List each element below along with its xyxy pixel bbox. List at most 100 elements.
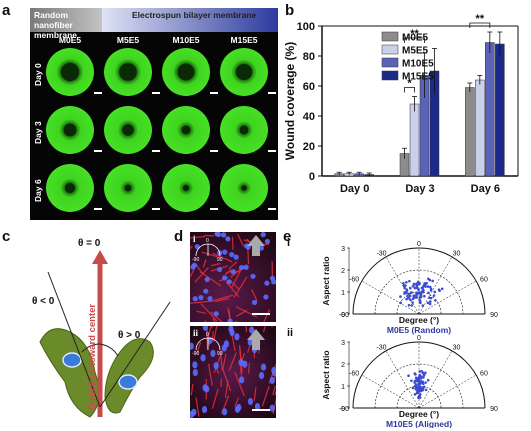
cell-nucleus bbox=[200, 354, 206, 362]
actin-fiber bbox=[235, 306, 258, 318]
angle-arc-left bbox=[81, 343, 101, 353]
polar-point bbox=[407, 292, 411, 296]
radial-tick-label: 2 bbox=[341, 268, 345, 275]
cell-nucleus bbox=[221, 344, 227, 352]
cell-nucleus bbox=[222, 408, 228, 416]
polar-angle-label: -30 bbox=[376, 251, 386, 258]
scale-bar bbox=[268, 208, 276, 210]
wound-image bbox=[162, 164, 210, 212]
cell-nucleus bbox=[221, 275, 228, 281]
cell-nucleus bbox=[190, 264, 196, 270]
polar-point bbox=[402, 282, 405, 285]
polar-point bbox=[421, 304, 425, 307]
polar-point bbox=[424, 381, 427, 384]
actin-fiber bbox=[228, 261, 238, 270]
wound-image bbox=[220, 48, 268, 96]
y-tick-label: 80 bbox=[303, 51, 315, 63]
polar-point bbox=[418, 373, 422, 377]
y-axis-label: Wound coverage (%) bbox=[283, 42, 297, 160]
band-random-line1: Random nanofiber bbox=[34, 10, 73, 30]
cell-nucleus bbox=[202, 326, 208, 332]
polar-xlabel: Degree (°) bbox=[399, 409, 439, 419]
polar-angle-label: -90 bbox=[339, 406, 349, 413]
actin-fiber bbox=[211, 294, 233, 302]
actin-fiber bbox=[221, 367, 232, 392]
cell-nucleus bbox=[230, 269, 236, 275]
polar-point bbox=[403, 291, 407, 294]
polar-point bbox=[410, 304, 414, 307]
cell-nucleus bbox=[227, 318, 233, 322]
polar-point bbox=[411, 386, 415, 390]
actin-fiber bbox=[245, 326, 248, 333]
polar-point bbox=[411, 301, 414, 304]
polar-point bbox=[403, 286, 406, 290]
bar bbox=[465, 87, 475, 177]
polar-point bbox=[414, 383, 418, 386]
actin-fiber bbox=[196, 310, 207, 314]
column-label-m5e5: M5E5 bbox=[116, 35, 140, 45]
actin-fiber bbox=[271, 326, 273, 328]
polar-point bbox=[414, 373, 417, 376]
scale-bar bbox=[268, 150, 276, 152]
polar-spoke bbox=[418, 374, 477, 409]
polar-point bbox=[418, 370, 422, 373]
scale-bar bbox=[210, 208, 218, 210]
column-label-m10e5: M10E5 bbox=[172, 35, 200, 45]
polar-point bbox=[427, 291, 430, 295]
actin-fiber bbox=[212, 317, 216, 322]
polar-spoke bbox=[385, 256, 420, 315]
row-label-day-6: Day 6 bbox=[33, 179, 43, 202]
direction-arrow-icon bbox=[247, 235, 265, 256]
wound-image bbox=[220, 164, 268, 212]
cell-nucleus bbox=[264, 238, 271, 245]
polar-point bbox=[408, 279, 411, 283]
actin-fiber bbox=[200, 271, 222, 287]
polar-point bbox=[426, 378, 430, 382]
polar-point bbox=[411, 284, 415, 288]
polar-point bbox=[428, 296, 431, 300]
theta-neg: θ < 0 bbox=[32, 296, 55, 307]
actin-fiber bbox=[190, 268, 195, 279]
panel-b-letter: b bbox=[285, 2, 295, 19]
panel-a-image: Random nanofiber membrane Electrospun bi… bbox=[30, 8, 278, 220]
polar-point bbox=[408, 294, 412, 298]
significance-bracket bbox=[404, 37, 425, 43]
polar-ring bbox=[374, 363, 464, 409]
legend-swatch bbox=[381, 57, 399, 68]
polar-point bbox=[414, 296, 418, 299]
significance-bracket bbox=[404, 87, 415, 93]
wound-image bbox=[162, 106, 210, 154]
polar-point bbox=[399, 295, 402, 298]
polar-angle-label: 30 bbox=[453, 251, 461, 258]
legend-swatch bbox=[381, 70, 399, 81]
actin-fiber bbox=[274, 390, 276, 396]
cell-nucleus bbox=[216, 266, 223, 273]
polar-point bbox=[405, 297, 408, 301]
cell-nucleus bbox=[243, 264, 249, 270]
scale-bar bbox=[94, 208, 102, 210]
actin-fiber bbox=[230, 268, 242, 278]
wound-image bbox=[104, 48, 152, 96]
cell-nucleus bbox=[269, 376, 275, 385]
polar-point bbox=[413, 381, 416, 384]
cell-nucleus bbox=[238, 264, 245, 271]
polar-ring bbox=[352, 341, 486, 409]
theta-zero: θ = 0 bbox=[78, 238, 101, 249]
polar-point bbox=[421, 380, 424, 383]
radial-tick-label: 2 bbox=[341, 362, 345, 369]
polar-angle-label: -90 bbox=[339, 312, 349, 319]
x-tick-label: Day 3 bbox=[405, 183, 434, 195]
angle-pos-label: 90 bbox=[217, 257, 223, 263]
legend-label: M10E5 bbox=[402, 59, 434, 70]
actin-fiber bbox=[224, 380, 229, 398]
actin-fiber bbox=[204, 234, 214, 237]
radial-tick-label: 3 bbox=[341, 246, 345, 253]
polar-point bbox=[428, 285, 432, 289]
cell-angle-diagram: θ = 0 θ < 0 θ > 0 Direction toward cente… bbox=[32, 238, 171, 418]
angle-neg-label: -90 bbox=[192, 257, 199, 263]
cell-nucleus bbox=[204, 276, 210, 283]
angle-line-left bbox=[47, 271, 101, 408]
polar-spoke bbox=[418, 256, 453, 315]
actin-fiber bbox=[213, 326, 218, 342]
cell-nucleus bbox=[198, 294, 204, 301]
